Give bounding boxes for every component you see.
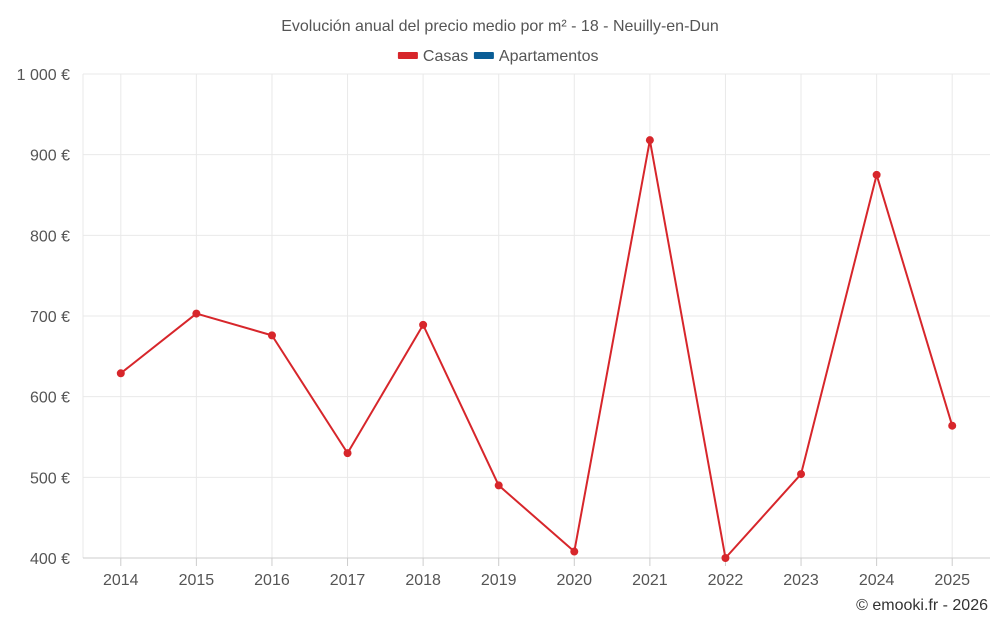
x-tick-label: 2020 bbox=[556, 572, 592, 589]
series-line-casas bbox=[120, 139, 954, 559]
data-point[interactable] bbox=[872, 170, 881, 179]
series-layer bbox=[116, 136, 957, 562]
data-point[interactable] bbox=[721, 554, 730, 562]
credit-text: © emooki.fr - 2026 bbox=[856, 597, 988, 614]
x-tick-label: 2016 bbox=[254, 572, 290, 589]
data-point[interactable] bbox=[948, 421, 957, 430]
x-tick-label: 2025 bbox=[934, 572, 970, 589]
x-tick-label: 2021 bbox=[632, 572, 668, 589]
legend-swatch-apartamentos[interactable] bbox=[473, 52, 494, 59]
data-point[interactable] bbox=[192, 309, 201, 318]
y-tick-label: 700 € bbox=[30, 309, 70, 326]
x-tick-label: 2014 bbox=[103, 572, 139, 589]
x-tick-label: 2019 bbox=[481, 572, 517, 589]
legend: Casas Apartamentos bbox=[397, 48, 599, 65]
x-tick-label: 2023 bbox=[783, 572, 819, 589]
data-point[interactable] bbox=[645, 136, 654, 145]
x-tick-label: 2017 bbox=[330, 572, 366, 589]
data-point[interactable] bbox=[116, 369, 125, 378]
chart-title: Evolución anual del precio medio por m² … bbox=[281, 18, 719, 35]
y-tick-label: 600 € bbox=[30, 390, 70, 407]
data-point[interactable] bbox=[570, 547, 579, 556]
x-tick-label: 2024 bbox=[859, 572, 895, 589]
x-tick-label: 2022 bbox=[708, 572, 744, 589]
legend-label-casas[interactable]: Casas bbox=[423, 48, 468, 65]
x-axis: 2014 2015 2016 2017 2018 2019 2020 2021 2022 2023… bbox=[83, 557, 990, 589]
data-point[interactable] bbox=[343, 449, 352, 458]
y-tick-label: 500 € bbox=[30, 470, 70, 487]
x-tick-label: 2018 bbox=[405, 572, 441, 589]
y-axis: 400 € 500 € 600 € 700 € 800 € 900 € 1 000 € bbox=[17, 67, 70, 568]
data-point[interactable] bbox=[494, 481, 503, 490]
data-point[interactable] bbox=[797, 470, 806, 479]
legend-swatch-casas[interactable] bbox=[397, 52, 418, 59]
data-point[interactable] bbox=[267, 331, 276, 340]
y-tick-label: 900 € bbox=[30, 148, 70, 165]
x-tick-label: 2015 bbox=[179, 572, 215, 589]
data-point[interactable] bbox=[419, 320, 428, 329]
y-tick-label: 800 € bbox=[30, 228, 70, 245]
y-tick-label: 400 € bbox=[30, 551, 70, 568]
grid bbox=[82, 73, 990, 559]
y-tick-label: 1 000 € bbox=[17, 67, 70, 84]
legend-label-apartamentos[interactable]: Apartamentos bbox=[499, 48, 599, 65]
